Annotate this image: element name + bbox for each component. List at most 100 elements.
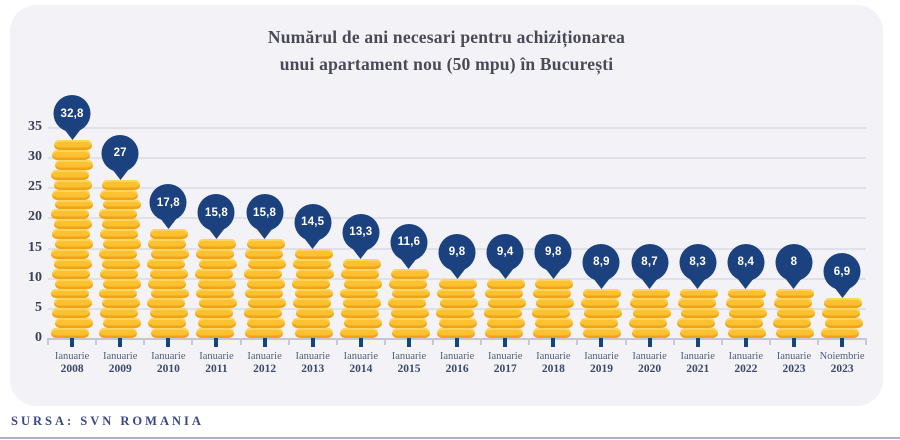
y-tick-label-30: 30	[28, 149, 42, 165]
coin-icon	[100, 308, 139, 319]
coin-icon	[679, 288, 718, 299]
value-label: 13,3	[349, 226, 373, 239]
coin-icon	[724, 318, 763, 329]
x-label-month: Noiembrie	[819, 351, 865, 362]
coin-icon	[391, 328, 430, 338]
coin-icon	[196, 248, 235, 259]
coin-icon	[437, 288, 476, 299]
value-pin-icon: 6,9	[823, 253, 861, 291]
chart-title-line2: unui apartament nou (50 mpu) în Bucureșt…	[279, 54, 614, 74]
coin-icon	[54, 298, 93, 309]
coin-icon	[677, 298, 716, 309]
coin-stack-bar	[243, 239, 286, 338]
gridline-20	[48, 217, 866, 220]
bar-column-2009: 27 Ianuarie 2009	[95, 127, 144, 375]
coin-icon	[583, 288, 622, 299]
coin-icon	[821, 328, 860, 338]
coin-icon	[824, 298, 863, 309]
coin-icon	[243, 268, 282, 279]
coin-icon	[55, 318, 94, 329]
x-tick-label: Ianuarie 2023	[764, 350, 824, 376]
y-axis-labels: 0 5 10 15 20 25 30 35	[14, 119, 42, 345]
minor-tick	[865, 338, 867, 345]
value-label: 8,7	[641, 256, 658, 268]
minor-tick	[383, 338, 386, 345]
y-tick-label-20: 20	[28, 209, 42, 225]
coin-icon	[195, 268, 234, 279]
value-pin-icon: 14,5	[294, 203, 332, 241]
coin-stack-bar	[484, 278, 527, 338]
x-tick-label: Ianuarie 2012	[235, 350, 295, 376]
coin-icon	[102, 179, 141, 190]
chart-title-line1: Numărul de ani necesari pentru achizițio…	[267, 27, 626, 47]
gridline-25	[48, 187, 866, 190]
x-label-month: Ianuarie	[151, 351, 186, 362]
coin-icon	[775, 288, 814, 299]
x-tick-label: Ianuarie 2021	[668, 350, 728, 376]
value-pin-icon: 17,8	[149, 184, 187, 222]
major-tick	[743, 338, 748, 347]
coin-icon	[244, 288, 283, 299]
minor-tick	[287, 338, 290, 345]
coin-stack-bar	[51, 140, 94, 338]
x-tick-label: Ianuarie 2017	[475, 350, 535, 376]
coin-icon	[244, 248, 283, 259]
x-label-year: 2022	[734, 363, 758, 375]
coin-icon	[292, 258, 331, 269]
coin-stack-bar	[339, 258, 382, 338]
coin-icon	[151, 248, 190, 259]
minor-tick	[817, 338, 819, 345]
bar-column-2015: 11,6 Ianuarie 2015	[383, 127, 433, 375]
coin-icon	[103, 278, 142, 289]
x-label-month: Ianuarie	[584, 351, 619, 362]
coin-icon	[487, 278, 526, 289]
coin-stack-bar	[436, 278, 479, 338]
minor-tick	[95, 338, 98, 345]
coin-icon	[342, 258, 381, 269]
minor-tick	[624, 338, 627, 345]
major-tick	[840, 338, 845, 347]
x-tick-label: Ianuarie 2020	[620, 350, 680, 376]
minor-tick	[47, 338, 49, 345]
coin-icon	[484, 308, 523, 319]
coin-icon	[295, 308, 334, 319]
coin-icon	[196, 328, 235, 338]
coin-icon	[151, 288, 190, 299]
coin-stack-bar	[147, 229, 190, 338]
coin-icon	[487, 318, 526, 329]
coin-icon	[727, 288, 766, 299]
value-pin-icon: 8,9	[582, 243, 620, 281]
value-label: 9,8	[545, 246, 562, 259]
coin-icon	[631, 288, 670, 299]
value-label: 9,8	[448, 246, 466, 259]
value-label: 32,8	[60, 107, 84, 120]
coin-icon	[390, 308, 429, 319]
x-label-year: 2013	[301, 363, 325, 375]
coin-icon	[535, 318, 574, 329]
chart-title: Numărul de ani necesari pentru achizițio…	[10, 24, 883, 78]
coin-icon	[51, 248, 90, 259]
x-tick-label: Ianuarie 2010	[138, 350, 198, 376]
coin-stack-bar	[772, 288, 815, 338]
bar-column-2019: 8,9 Ianuarie 2019	[576, 127, 625, 375]
coin-stack-bar	[676, 288, 719, 338]
minor-tick	[143, 338, 146, 345]
bar-column-2017: 9,4 Ianuarie 2017	[480, 127, 529, 375]
coin-icon	[246, 278, 285, 289]
coin-stack-bar	[291, 248, 334, 338]
coin-icon	[295, 268, 334, 279]
coin-icon	[147, 298, 186, 309]
coin-icon	[583, 328, 622, 338]
coin-icon	[150, 308, 189, 319]
major-tick	[455, 338, 460, 347]
coin-icon	[246, 239, 285, 249]
coin-icon	[243, 308, 282, 319]
value-pin-icon: 13,3	[342, 213, 380, 251]
coin-icon	[294, 328, 333, 338]
bar-column-2023: 8 Ianuarie 2023	[768, 127, 818, 375]
coin-icon	[391, 288, 430, 299]
major-tick	[118, 338, 123, 347]
major-tick	[358, 338, 363, 347]
coin-icon	[340, 268, 379, 279]
coin-icon	[822, 308, 861, 319]
